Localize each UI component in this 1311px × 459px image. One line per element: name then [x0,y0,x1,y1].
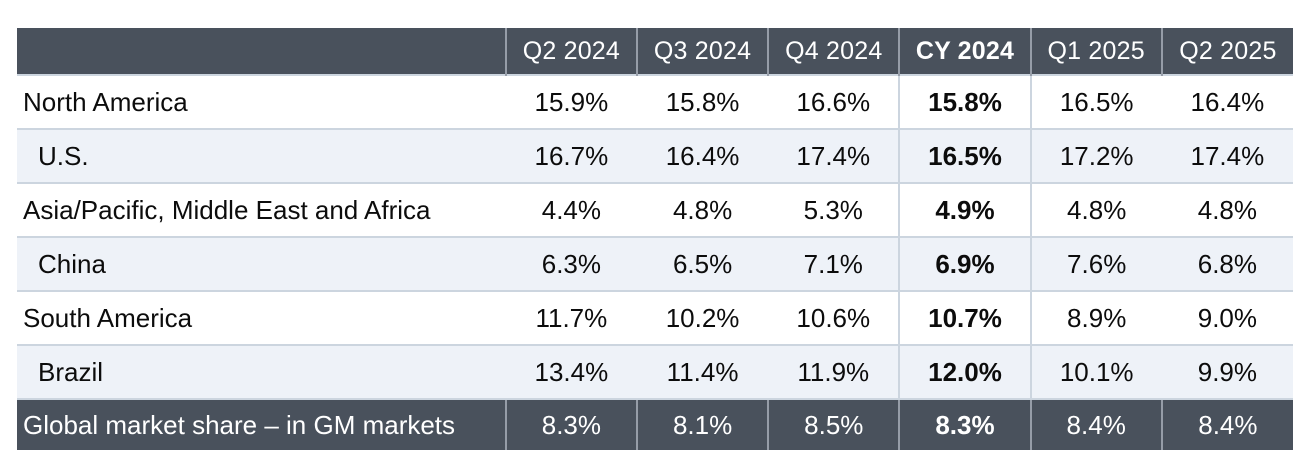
cell-value: 13.4% [505,344,637,399]
row-label: South America [17,290,506,345]
cell-value: 7.6% [1030,236,1162,291]
row-label: Brazil [17,344,506,399]
table-row-global-total: Global market share – in GM markets 8.3%… [17,398,1293,450]
table-row-us: U.S. 16.7% 16.4% 17.4% 16.5% 17.2% 17.4% [17,128,1293,183]
market-share-table: Q2 2024 Q3 2024 Q4 2024 CY 2024 Q1 2025 … [17,28,1293,450]
table-row-north-america: North America 15.9% 15.8% 16.6% 15.8% 16… [17,74,1293,129]
cell-value-cy: 10.7% [898,290,1032,345]
header-cell-q3-2024: Q3 2024 [635,28,769,75]
cell-value: 6.8% [1161,236,1293,291]
cell-value: 15.9% [505,74,637,129]
cell-value: 10.1% [1030,344,1162,399]
row-label: North America [17,74,506,129]
cell-value: 4.4% [505,182,637,237]
cell-value: 6.3% [505,236,637,291]
cell-value: 8.4% [1029,398,1162,450]
cell-value: 10.6% [768,290,900,345]
cell-value: 16.4% [636,128,769,183]
cell-value-cy: 6.9% [898,236,1032,291]
cell-value-cy: 8.3% [898,398,1031,450]
cell-value: 9.0% [1161,290,1293,345]
cell-value: 7.1% [768,236,900,291]
header-label-cell [17,28,506,75]
cell-value: 8.1% [635,398,769,450]
cell-value: 16.5% [1030,74,1162,129]
cell-value: 6.5% [636,236,769,291]
table-row-brazil: Brazil 13.4% 11.4% 11.9% 12.0% 10.1% 9.9… [17,344,1293,399]
cell-value-cy: 16.5% [898,128,1032,183]
cell-value-cy: 15.8% [898,74,1032,129]
header-cell-q4-2024: Q4 2024 [767,28,900,75]
cell-value-cy: 4.9% [898,182,1032,237]
cell-value: 8.5% [767,398,900,450]
cell-value: 8.4% [1160,398,1293,450]
cell-value-cy: 12.0% [898,344,1032,399]
cell-value: 11.9% [768,344,900,399]
cell-value: 11.4% [636,344,769,399]
cell-value: 4.8% [636,182,769,237]
cell-value: 16.6% [768,74,900,129]
table-row-asia-pacific-mea: Asia/Pacific, Middle East and Africa 4.4… [17,182,1293,237]
cell-value: 11.7% [505,290,637,345]
row-label: U.S. [17,128,506,183]
row-label: China [17,236,506,291]
row-label: Asia/Pacific, Middle East and Africa [17,182,506,237]
cell-value: 17.4% [1161,128,1293,183]
footer-label: Global market share – in GM markets [17,398,506,450]
cell-value: 17.2% [1030,128,1162,183]
table-row-china: China 6.3% 6.5% 7.1% 6.9% 7.6% 6.8% [17,236,1293,291]
cell-value: 4.8% [1030,182,1162,237]
cell-value: 16.7% [505,128,637,183]
cell-value: 17.4% [768,128,900,183]
header-cell-q2-2024: Q2 2024 [504,28,637,75]
cell-value: 4.8% [1161,182,1293,237]
header-row: Q2 2024 Q3 2024 Q4 2024 CY 2024 Q1 2025 … [17,28,1293,75]
cell-value: 9.9% [1161,344,1293,399]
cell-value: 10.2% [636,290,769,345]
header-cell-q1-2025: Q1 2025 [1029,28,1162,75]
cell-value: 16.4% [1161,74,1293,129]
header-cell-q2-2025: Q2 2025 [1160,28,1293,75]
cell-value: 8.9% [1030,290,1162,345]
header-cell-cy-2024: CY 2024 [898,28,1031,75]
cell-value: 5.3% [768,182,900,237]
table-row-south-america: South America 11.7% 10.2% 10.6% 10.7% 8.… [17,290,1293,345]
cell-value: 15.8% [636,74,769,129]
cell-value: 8.3% [504,398,637,450]
